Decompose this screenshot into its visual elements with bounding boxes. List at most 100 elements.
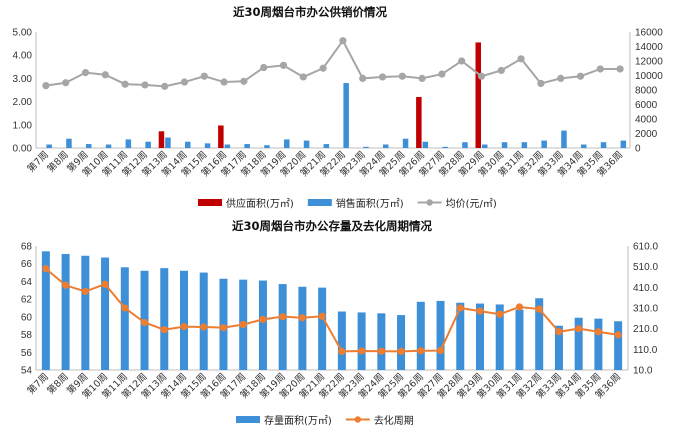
bar-sales xyxy=(561,130,567,148)
x-tick-label: 第8周 xyxy=(45,371,71,397)
bar-stock xyxy=(476,303,484,370)
bar-sales xyxy=(66,138,72,148)
bar-sales xyxy=(501,142,508,148)
right-tick-label: 12000 xyxy=(635,57,663,68)
line-point xyxy=(121,304,129,312)
left-tick-label: 62 xyxy=(21,295,33,306)
line-point xyxy=(537,79,545,88)
legend-swatch-marker xyxy=(354,416,362,423)
left-tick-label: 4.00 xyxy=(13,51,33,62)
legend-label: 供应面积(万㎡) xyxy=(226,197,294,210)
legend-swatch xyxy=(198,199,222,206)
bar-sales xyxy=(442,146,448,148)
bar-supply xyxy=(475,42,481,148)
bar-sales xyxy=(482,144,488,148)
bar-stock xyxy=(61,253,70,370)
line-point xyxy=(219,324,228,332)
bar-sales xyxy=(284,139,290,148)
bar-sales xyxy=(462,142,468,148)
line-point xyxy=(220,78,228,86)
line-point xyxy=(240,77,248,85)
bar-stock xyxy=(318,287,327,370)
bar-sales xyxy=(383,144,389,148)
bar-sales xyxy=(244,144,250,148)
line-point xyxy=(160,326,168,334)
line-point xyxy=(378,73,387,81)
bar-sales xyxy=(402,138,409,148)
bar-sales xyxy=(620,140,627,148)
right-tick-label: 4000 xyxy=(635,115,658,126)
line-point xyxy=(101,280,109,288)
line-point xyxy=(239,320,247,329)
bar-stock xyxy=(495,304,504,370)
line-point xyxy=(200,323,208,331)
line-point xyxy=(62,79,70,87)
left-tick-label: 58 xyxy=(21,330,33,341)
line-point xyxy=(477,72,486,80)
right-tick-label: 8000 xyxy=(635,86,658,97)
line-point xyxy=(614,331,622,339)
bar-sales xyxy=(145,141,151,148)
line-point xyxy=(418,74,426,82)
right-tick-label: 210.0 xyxy=(633,324,658,335)
line-point xyxy=(319,64,327,72)
series-line xyxy=(45,38,621,88)
left-tick-label: 66 xyxy=(21,259,33,270)
bar-sales xyxy=(185,141,191,148)
bar-sales xyxy=(541,140,547,148)
legend-label: 去化周期 xyxy=(374,414,414,427)
legend-label: 存量面积(万㎡) xyxy=(264,414,332,427)
right-tick-label: 16000 xyxy=(635,28,663,39)
legend-swatch xyxy=(236,416,260,423)
bar-stock xyxy=(535,298,544,370)
right-tick-label: 110.0 xyxy=(633,345,658,356)
bar-stock xyxy=(337,311,346,370)
line-point xyxy=(140,318,149,327)
line-point xyxy=(121,80,129,88)
bar-stock xyxy=(397,315,406,370)
right-tick-label: 610.0 xyxy=(633,242,658,253)
bar-supply xyxy=(218,125,224,148)
line-point xyxy=(417,347,425,355)
bar-sales xyxy=(224,144,231,148)
bar-stock xyxy=(278,284,287,370)
line-point xyxy=(259,315,267,323)
line-point xyxy=(398,72,406,80)
line-point xyxy=(279,61,288,69)
line-point xyxy=(555,328,563,336)
bar-sales xyxy=(323,144,330,148)
bar-stock xyxy=(180,270,188,370)
bar-sales xyxy=(264,145,270,148)
bar-sales xyxy=(165,137,171,148)
line-point xyxy=(575,325,583,333)
line-point xyxy=(358,347,366,355)
bar-stock xyxy=(258,280,267,370)
bar-stock xyxy=(101,257,110,370)
line-point xyxy=(496,310,504,318)
line-point xyxy=(299,73,307,81)
left-tick-label: 54 xyxy=(21,366,33,377)
bar-supply xyxy=(416,96,422,148)
bar-stock xyxy=(357,312,366,370)
line-point xyxy=(517,55,525,63)
line-point xyxy=(377,347,385,355)
bar-sales xyxy=(86,144,92,148)
series-line xyxy=(45,267,619,353)
line-point xyxy=(436,346,445,355)
line-point xyxy=(616,65,624,73)
bar-stock xyxy=(377,313,386,370)
chart1-title: 近30周烟台市办公供销价情况 xyxy=(233,5,388,19)
line-point xyxy=(557,74,565,82)
bar-stock xyxy=(81,255,90,370)
bar-stock xyxy=(554,325,563,370)
left-tick-label: 0.00 xyxy=(13,144,33,155)
left-tick-label: 1.00 xyxy=(13,120,33,131)
line-point xyxy=(141,81,149,89)
left-tick-label: 2.00 xyxy=(13,97,33,108)
bar-stock xyxy=(298,286,307,370)
legend-swatch-marker xyxy=(426,199,433,206)
right-tick-label: 6000 xyxy=(635,100,658,111)
line-point xyxy=(397,347,405,355)
bar-stock xyxy=(614,321,623,370)
line-point xyxy=(42,265,50,273)
